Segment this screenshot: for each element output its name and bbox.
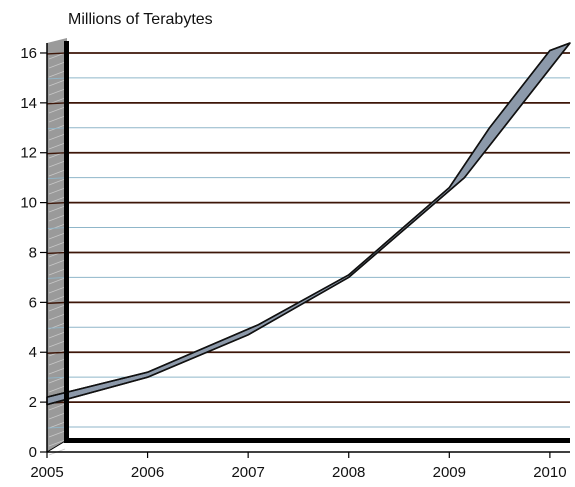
minor-gridline-wall (46, 127, 68, 130)
major-gridline-wall (46, 52, 68, 55)
wall-hatch (48, 403, 66, 411)
y-tick-label: 4 (29, 344, 37, 361)
wall-hatch (48, 133, 66, 141)
y-tick-label: 6 (29, 294, 37, 311)
axes (46, 41, 570, 453)
y-tick-label: 0 (29, 444, 37, 461)
wall-hatch (48, 61, 66, 69)
major-gridline-wall (46, 152, 68, 155)
wall-hatch (48, 169, 66, 177)
wall-hatch (48, 295, 66, 303)
series-lower-line (46, 42, 571, 406)
wall-hatch (48, 106, 66, 114)
wall-hatch (48, 358, 66, 366)
wall-hatch (48, 178, 66, 186)
wall-hatch (48, 268, 66, 276)
y-tick-label: 10 (20, 195, 37, 212)
axis-corner (46, 439, 68, 453)
major-gridline-wall (46, 201, 68, 205)
wall-hatch (48, 367, 66, 375)
data-ribbon (46, 42, 571, 406)
wall-hatch (48, 223, 66, 231)
wall-hatch (48, 70, 66, 78)
grid-lines (46, 52, 570, 429)
wall-hatch (48, 142, 66, 150)
x-tick-label: 2010 (533, 464, 566, 481)
wall-hatch (48, 385, 66, 393)
major-gridline-wall (46, 301, 68, 305)
x-tick-label: 2006 (131, 464, 164, 481)
wall-hatch (48, 430, 66, 438)
major-gridline-wall (46, 351, 68, 354)
wall-hatch (48, 214, 66, 222)
x-axis-ticks: 2005 2006 2007 2008 2009 2010 (30, 452, 567, 481)
y-tick-label: 2 (29, 394, 37, 411)
wall-hatch (48, 115, 66, 123)
wall-hatch (48, 421, 66, 429)
x-tick-label: 2008 (332, 464, 365, 481)
minor-gridline-wall (46, 227, 68, 229)
y-tick-label: 12 (20, 145, 37, 162)
x-tick-label: 2009 (433, 464, 466, 481)
wall-hatch (48, 52, 66, 60)
minor-gridline-wall (46, 277, 68, 279)
minor-gridline-wall (46, 376, 68, 379)
wall-hatch (48, 232, 66, 240)
minor-gridline-wall (46, 426, 68, 429)
wall-hatch (48, 88, 66, 96)
data-band (46, 42, 571, 406)
inner-vertical-axis (64, 41, 69, 442)
major-gridline-wall (46, 251, 68, 255)
y-tick-label: 8 (29, 244, 37, 261)
x-tick-label: 2005 (30, 464, 63, 481)
y-tick-label: 16 (20, 45, 37, 62)
y-tick-label: 14 (20, 95, 37, 112)
wall-hatch (48, 205, 66, 213)
wall-hatch (48, 304, 66, 312)
wall-hatch (48, 286, 66, 294)
wall-hatch (48, 313, 66, 321)
wall-hatch (48, 439, 66, 447)
wall-hatch (48, 412, 66, 420)
unit-label: Millions of Terabytes (68, 11, 213, 28)
minor-gridline-wall (46, 177, 68, 180)
minor-gridline-wall (46, 326, 68, 329)
wall-hatch (48, 259, 66, 267)
wall-hatch (48, 277, 66, 285)
wall-hatch (48, 160, 66, 168)
minor-gridline-wall (46, 77, 68, 80)
x-tick-label: 2007 (231, 464, 264, 481)
left-wall (47, 38, 67, 456)
wall-hatch (48, 331, 66, 339)
wall-hatch (48, 241, 66, 249)
wall-hatch (48, 196, 66, 204)
wall-hatch (48, 250, 66, 258)
wall-hatch (48, 79, 66, 87)
wall-hatch (48, 340, 66, 348)
series-upper-line (46, 42, 571, 398)
wall-hatch (48, 376, 66, 384)
major-gridline-wall (46, 102, 68, 105)
inner-horizontal-axis (64, 438, 570, 443)
y-axis-ticks: 0 2 4 6 8 10 12 14 16 (20, 45, 47, 461)
wall-hatch (48, 187, 66, 195)
